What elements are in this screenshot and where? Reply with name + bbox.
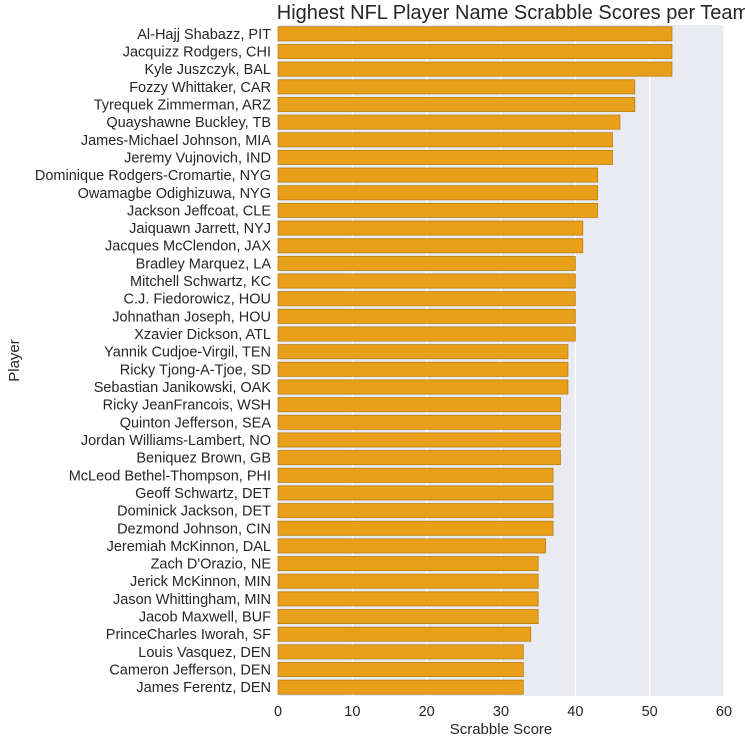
bar xyxy=(277,591,539,607)
bar xyxy=(277,503,554,519)
y-tick-label: Jerick McKinnon, MIN xyxy=(130,574,271,590)
bar xyxy=(277,520,554,536)
x-tick-label: 50 xyxy=(642,704,658,720)
y-tick-label: Jason Whittingham, MIN xyxy=(113,592,271,608)
bar xyxy=(277,432,561,448)
y-tick-label: PrinceCharles Iworah, SF xyxy=(106,627,271,643)
y-tick-label: Ricky Tjong-A-Tjoe, SD xyxy=(120,362,271,378)
bar xyxy=(277,397,561,413)
y-tick-label: Jacques McClendon, JAX xyxy=(105,239,271,255)
bar xyxy=(277,185,599,201)
bars xyxy=(277,26,673,695)
y-tick-label: Bradley Marquez, LA xyxy=(136,256,272,272)
y-tick-label: McLeod Bethel-Thompson, PHI xyxy=(69,468,271,484)
y-tick-label: Geoff Schwartz, DET xyxy=(135,486,271,502)
bar xyxy=(277,450,561,466)
bar xyxy=(277,679,524,695)
bar xyxy=(277,132,613,148)
bar xyxy=(277,44,673,59)
bar xyxy=(277,485,554,501)
bar xyxy=(277,167,599,183)
bar xyxy=(277,644,524,660)
bar xyxy=(277,26,673,42)
y-tick-label: Kyle Juszczyk, BAL xyxy=(144,62,271,78)
y-tick-label: Fozzy Whittaker, CAR xyxy=(129,80,271,96)
bar xyxy=(277,467,554,483)
y-tick-label: Ricky JeanFrancois, WSH xyxy=(103,398,271,414)
y-tick-label: Quinton Jefferson, SEA xyxy=(120,415,272,431)
bar xyxy=(277,255,576,271)
y-tick-label: Dominique Rodgers-Cromartie, NYG xyxy=(35,168,271,184)
y-tick-label: Jacquizz Rodgers, CHI xyxy=(123,44,271,60)
y-tick-label: James-Michael Johnson, MIA xyxy=(81,133,272,149)
x-tick-label: 0 xyxy=(274,704,282,720)
y-tick-label: Dezmond Johnson, CIN xyxy=(117,521,271,537)
bar xyxy=(277,556,539,572)
y-tick-label: Jordan Williams-Lambert, NO xyxy=(81,433,271,449)
y-tick-label: Al-Hajj Shabazz, PIT xyxy=(137,27,271,43)
bar xyxy=(277,573,539,589)
y-tick-label: Mitchell Schwartz, KC xyxy=(130,274,271,290)
y-tick-label: Yannik Cudjoe-Virgil, TEN xyxy=(104,345,271,361)
y-tick-label: Tyrequek Zimmerman, ARZ xyxy=(94,97,271,113)
y-tick-label: Zach D'Orazio, NE xyxy=(151,557,272,573)
bar xyxy=(277,96,636,112)
bar xyxy=(277,361,569,377)
bar xyxy=(277,114,621,130)
y-tick-label: Quayshawne Buckley, TB xyxy=(106,115,271,131)
bar xyxy=(277,626,532,642)
y-tick-label: Xzavier Dickson, ATL xyxy=(134,327,271,343)
y-tick-label: Jeremy Vujnovich, IND xyxy=(124,150,271,166)
x-tick-labels: 0 10 20 30 40 50 60 xyxy=(274,704,732,720)
chart-title: Highest NFL Player Name Scrabble Scores … xyxy=(277,2,745,24)
bar xyxy=(277,61,673,77)
y-tick-label: Jacob Maxwell, BUF xyxy=(139,610,271,626)
bar xyxy=(277,326,576,342)
y-tick-label: Louis Vasquez, DEN xyxy=(138,645,271,661)
bar xyxy=(277,308,576,324)
bar xyxy=(277,662,524,677)
bar xyxy=(277,344,569,360)
bar xyxy=(277,273,576,289)
bar xyxy=(277,149,613,165)
y-tick-label: Jeremiah McKinnon, DAL xyxy=(107,539,271,555)
bar xyxy=(277,538,547,554)
x-tick-label: 30 xyxy=(493,704,509,720)
bar xyxy=(277,238,584,254)
x-tick-label: 20 xyxy=(419,704,435,720)
y-tick-label: Cameron Jefferson, DEN xyxy=(109,663,271,679)
y-axis-label: Player xyxy=(6,339,23,382)
bar xyxy=(277,291,576,307)
bar xyxy=(277,202,599,218)
bar xyxy=(277,609,539,625)
x-axis-label: Scrabble Score xyxy=(450,721,553,738)
x-tick-label: 60 xyxy=(716,704,732,720)
x-tick-label: 10 xyxy=(344,704,360,720)
bar xyxy=(277,79,636,95)
x-tick-label: 40 xyxy=(567,704,583,720)
y-tick-label: James Ferentz, DEN xyxy=(136,680,271,696)
bar xyxy=(277,379,569,395)
y-tick-label: Beniquez Brown, GB xyxy=(136,451,271,467)
y-tick-label: Jaiquawn Jarrett, NYJ xyxy=(129,221,271,237)
y-tick-label: Johnathan Joseph, HOU xyxy=(112,309,271,325)
y-tick-label: Dominick Jackson, DET xyxy=(117,504,271,520)
y-tick-label: C.J. Fiedorowicz, HOU xyxy=(124,292,271,308)
y-tick-label: Jackson Jeffcoat, CLE xyxy=(127,203,271,219)
bar xyxy=(277,220,584,236)
y-tick-label: Owamagbe Odighizuwa, NYG xyxy=(78,186,271,202)
y-tick-label: Sebastian Janikowski, OAK xyxy=(94,380,272,396)
bar xyxy=(277,414,561,430)
